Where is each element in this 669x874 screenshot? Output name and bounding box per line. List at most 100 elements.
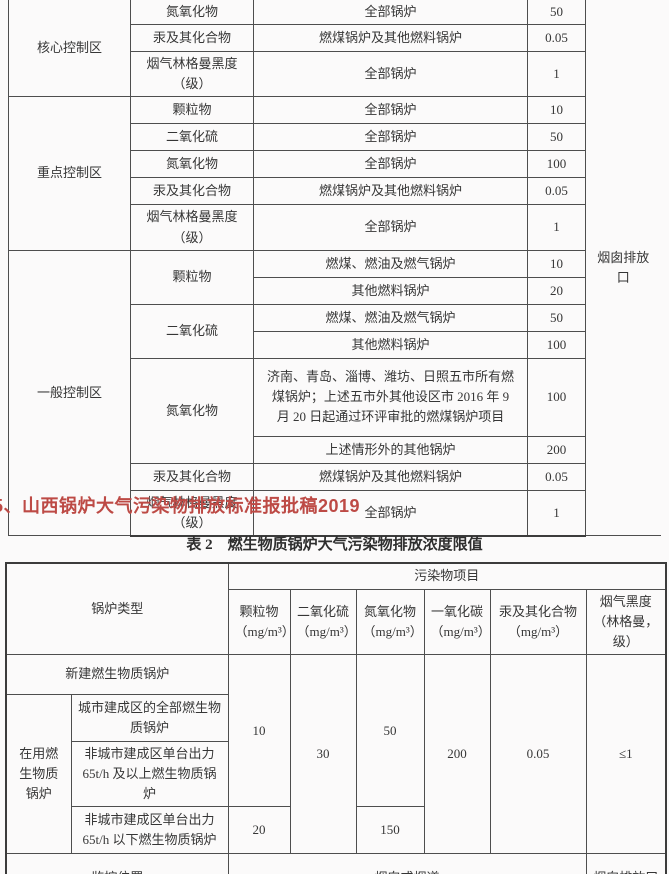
value-cell-co: 200 (423, 653, 491, 855)
zone-limits-table: 核心控制区 氮氧化物 全部锅炉 50 烟囱排放口 汞及其化合物 燃煤锅炉及其他燃… (8, 0, 661, 537)
limit-cell: 50 (527, 0, 586, 26)
pollutant-cell: 汞及其化合物 (130, 177, 254, 206)
limit-cell: 20 (527, 276, 586, 305)
pollutant-cell: 烟气林格曼黑度（级） (130, 489, 254, 537)
value-cell-pm-low: 20 (227, 806, 291, 855)
pollutant-cell: 汞及其化合物 (130, 462, 254, 491)
boiler-cell: 济南、青岛、淄博、潍坊、日照五市所有燃煤锅炉；上述五市外其他设区市 2016 年… (253, 357, 528, 437)
value-cell-pm-high: 10 (227, 653, 291, 808)
column-unit: （mg/m³） (507, 623, 569, 639)
limit-cell: 1 (527, 489, 586, 537)
table2-title: 表 2 燃生物质锅炉大气污染物排放浓度限值 (186, 537, 483, 553)
limit-cell: 100 (527, 150, 586, 179)
boiler-cell: 上述情形外的其他锅炉 (253, 435, 528, 464)
boiler-cell: 其他燃料锅炉 (253, 330, 528, 359)
boiler-cell: 全部锅炉 (253, 150, 528, 179)
table-row: 非城市建成区单台出力 65t/h 以下燃生物质锅炉 20 150 (6, 806, 666, 855)
boiler-cell: 燃煤锅炉及其他燃料锅炉 (253, 24, 528, 53)
limit-cell: 0.05 (527, 177, 586, 206)
limit-cell: 50 (527, 303, 586, 332)
column-unit: （mg/m³） (234, 623, 295, 639)
boiler-subtype-cell: 非城市建成区单台出力 65t/h 以下燃生物质锅炉 (70, 806, 229, 855)
boiler-cell: 燃煤、燃油及燃气锅炉 (253, 303, 528, 332)
boiler-cell: 全部锅炉 (253, 51, 528, 98)
limit-cell: 0.05 (527, 462, 586, 491)
column-name: 一氧化碳 (431, 603, 484, 619)
column-header-blackness: 烟气黑度 （林格曼，级） (585, 588, 667, 655)
column-name: 颗粒物 (239, 603, 279, 619)
boiler-cell: 全部锅炉 (253, 123, 528, 152)
zone-cell: 核心控制区 (8, 0, 131, 98)
boiler-subtype-cell: 城市建成区的全部燃生物质锅炉 (70, 693, 229, 742)
pollutant-cell: 烟气林格曼黑度（级） (130, 204, 254, 251)
pollutant-cell: 氮氧化物 (130, 150, 254, 179)
boiler-cell: 其他燃料锅炉 (253, 276, 528, 305)
column-name: 二氧化硫 (297, 603, 350, 619)
boiler-cell: 燃煤、燃油及燃气锅炉 (253, 249, 528, 278)
boiler-cell: 全部锅炉 (253, 0, 528, 26)
pollutant-cell: 颗粒物 (130, 249, 254, 305)
column-name: 烟气黑度 (599, 593, 652, 609)
boiler-type-header: 锅炉类型 (5, 562, 229, 655)
table-row: 烟气林格曼黑度（级） 全部锅炉 1 (9, 51, 661, 98)
value-cell-blackness: ≤1 (585, 653, 667, 855)
table-row: 上述情形外的其他锅炉 200 (9, 435, 661, 464)
table-row: 汞及其化合物 燃煤锅炉及其他燃料锅炉 0.05 (9, 24, 661, 53)
limit-cell: 50 (527, 123, 586, 152)
pollutant-cell: 烟气林格曼黑度（级） (130, 51, 254, 98)
limit-cell: 100 (527, 357, 586, 437)
table-row: 汞及其化合物 燃煤锅炉及其他燃料锅炉 0.05 (9, 177, 661, 206)
pollutant-cell: 氮氧化物 (130, 0, 254, 26)
pollutant-cell: 氮氧化物 (130, 357, 254, 464)
limit-cell: 100 (527, 330, 586, 359)
limit-cell: 10 (527, 96, 586, 125)
table-footer-row: 监控位置 烟囱或烟道 烟囱排放口 (5, 853, 667, 874)
monitoring-outlet-cell: 烟囱排放口 (585, 853, 667, 874)
table-row: 核心控制区 氮氧化物 全部锅炉 50 烟囱排放口 (8, 0, 661, 537)
column-name: 氮氧化物 (364, 603, 417, 619)
table-header-row: 锅炉类型 污染物项目 (5, 562, 667, 655)
limit-cell: 10 (527, 249, 586, 278)
column-unit: （林格曼，级） (593, 613, 659, 649)
pollutant-cell: 二氧化硫 (130, 123, 254, 152)
value-cell-nox-high: 50 (355, 653, 425, 808)
column-unit: （mg/m³） (430, 623, 491, 639)
table-row: 二氧化硫 燃煤、燃油及燃气锅炉 50 (9, 303, 661, 359)
pollutant-cell: 二氧化硫 (130, 303, 254, 359)
column-header-so2: 二氧化硫 （mg/m³） (289, 588, 357, 655)
table-row: 氮氧化物 济南、青岛、淄博、潍坊、日照五市所有燃煤锅炉；上述五市外其他设区市 2… (9, 357, 661, 464)
boiler-group-cell: 在用燃生物质锅炉 (5, 693, 72, 855)
column-name: 汞及其化合物 (499, 603, 578, 619)
limit-cell: 200 (527, 435, 586, 464)
table-row: 非城市建成区单台出力 65t/h 及以上燃生物质锅炉 (6, 740, 666, 808)
zone-cell: 重点控制区 (8, 96, 131, 251)
column-header-nox: 氮氧化物 （mg/m³） (355, 588, 425, 655)
boiler-cell: 全部锅炉 (253, 204, 528, 251)
boiler-cell: 燃煤锅炉及其他燃料锅炉 (253, 462, 528, 491)
table-row: 其他燃料锅炉 20 (9, 276, 661, 305)
pollutant-cell: 汞及其化合物 (130, 24, 254, 53)
table-row: 烟气林格曼黑度（级） 全部锅炉 1 (9, 489, 661, 537)
table-header-row: 颗粒物 （mg/m³） 二氧化硫 （mg/m³） 氮氧化物 （mg/m³） 一氧… (6, 588, 667, 655)
column-header-co: 一氧化碳 （mg/m³） (423, 588, 491, 655)
column-unit: （mg/m³） (362, 623, 423, 639)
column-unit: （mg/m³） (296, 623, 357, 639)
limit-cell: 1 (527, 204, 586, 251)
pollutant-cell: 颗粒物 (130, 96, 254, 125)
boiler-cell: 燃煤锅炉及其他燃料锅炉 (253, 177, 528, 206)
table-row: 其他燃料锅炉 100 (9, 330, 661, 359)
value-cell-nox-low: 150 (355, 806, 425, 855)
table-row: 二氧化硫 全部锅炉 50 (9, 123, 661, 152)
zone-cell: 一般控制区 (8, 249, 131, 537)
value-cell-hg: 0.05 (489, 653, 587, 855)
table-row: 一般控制区 颗粒物 燃煤、燃油及燃气锅炉 10 (8, 249, 661, 537)
monitoring-location-cell: 烟囱或烟道 (227, 853, 587, 874)
table-row: 重点控制区 颗粒物 全部锅炉 10 (8, 96, 661, 251)
pollutant-group-header: 污染物项目 (227, 562, 667, 590)
monitoring-label-cell: 监控位置 (5, 853, 229, 874)
section-heading: 5、山西锅炉大气污染物排放标准报批稿2019 (0, 496, 361, 516)
monitoring-outlet-cell: 烟囱排放口 (585, 0, 661, 537)
table-row: 烟气林格曼黑度（级） 全部锅炉 1 (9, 204, 661, 251)
table-row: 汞及其化合物 燃煤锅炉及其他燃料锅炉 0.05 (9, 462, 661, 491)
